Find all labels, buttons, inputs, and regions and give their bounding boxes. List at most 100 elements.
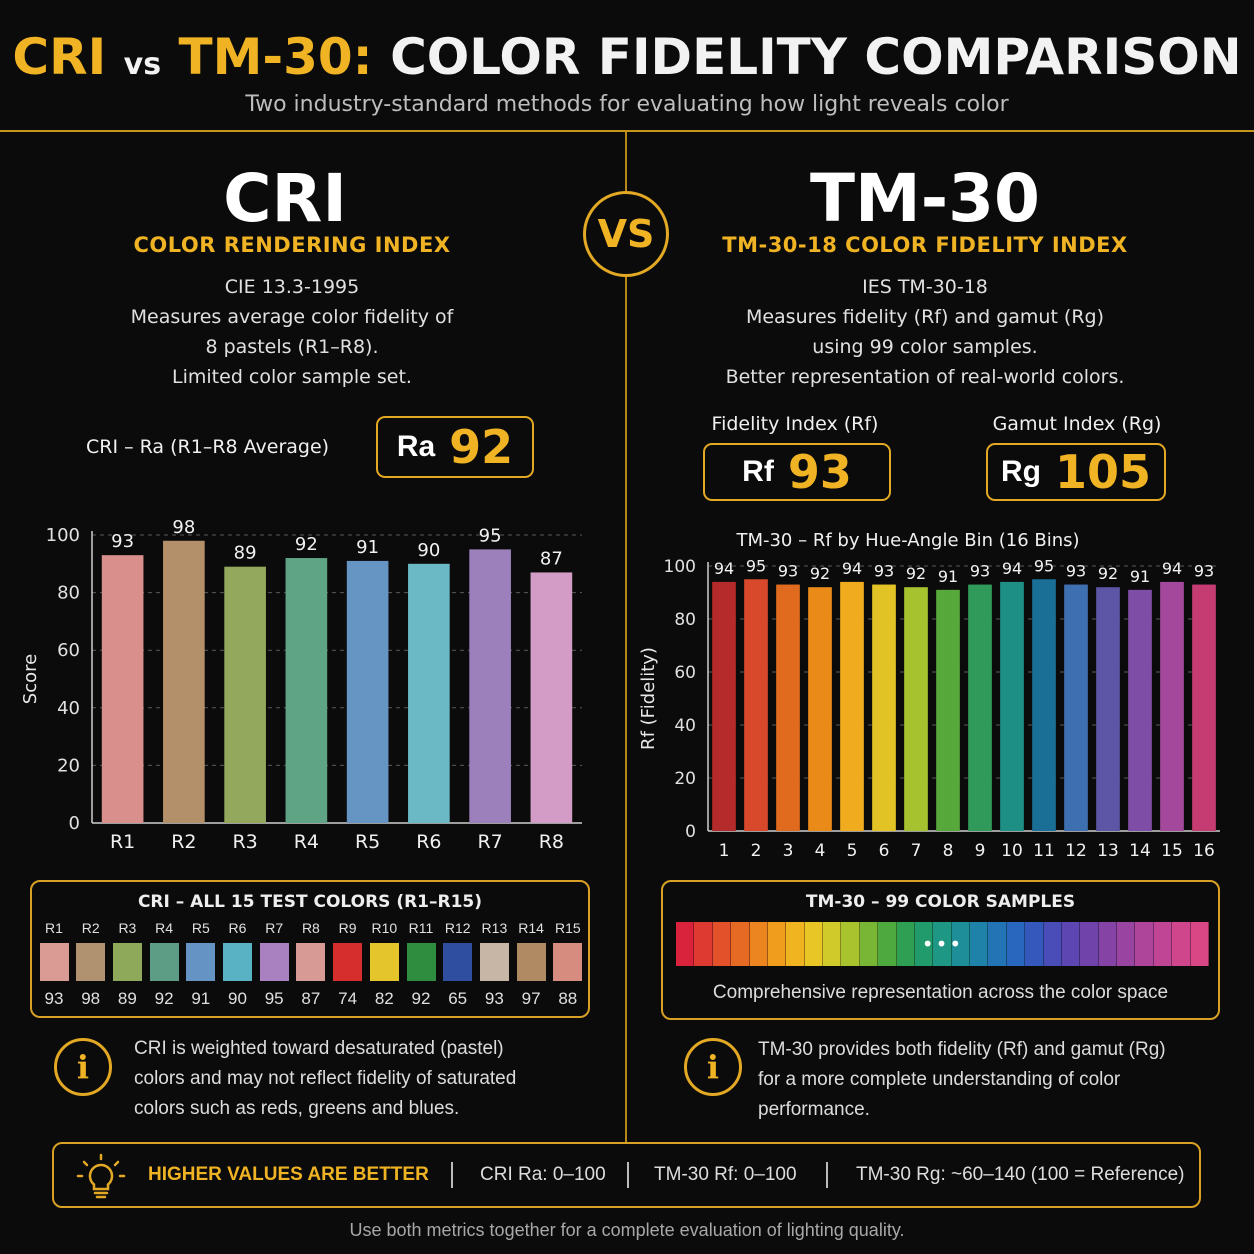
cri-bar-chart: 0 20 40 60 80 100 Score 93 R1 98 R2 89 R3 92 R4 91 R5 90 R… — [20, 517, 582, 853]
color-swatch — [296, 943, 326, 981]
spectrum-cell — [694, 922, 713, 966]
x-tick-label: 11 — [1033, 841, 1055, 861]
spectrum-cell — [933, 922, 952, 966]
swatch-item: R4 92 — [149, 920, 179, 1009]
data-label: 95 — [479, 525, 502, 546]
spectrum-cell — [1025, 922, 1044, 966]
footer-separator — [826, 1162, 828, 1188]
title-cri: CRI — [12, 28, 107, 86]
bottom-note: Use both metrics together for a complete… — [349, 1220, 905, 1240]
swatch-item: R15 88 — [553, 920, 583, 1009]
footer-highlight: HIGHER VALUES ARE BETTER — [148, 1164, 429, 1185]
spectrum-cell — [1006, 922, 1026, 966]
y-tick-label: 100 — [46, 525, 80, 546]
cri-info-text: CRI is weighted toward desaturated (past… — [134, 1034, 604, 1124]
chart-title: TM-30 – Rf by Hue-Angle Bin (16 Bins) — [735, 530, 1079, 551]
bar — [840, 581, 864, 831]
data-label: 95 — [1034, 556, 1054, 575]
cri-description: CIE 13.3-1995 Measures average color fid… — [80, 272, 504, 392]
bar — [776, 584, 800, 831]
spectrum-cell — [731, 922, 750, 966]
swatch-item: R6 90 — [223, 920, 253, 1009]
rg-prefix: Rg — [1000, 455, 1041, 488]
x-tick-label: 1 — [719, 841, 730, 861]
color-swatch — [76, 943, 106, 981]
y-tick-label: 60 — [57, 640, 80, 661]
tm30-samples-title: TM-30 – 99 COLOR SAMPLES — [805, 892, 1076, 912]
data-label: 95 — [746, 556, 766, 575]
data-label: 91 — [1130, 567, 1150, 586]
cri-info-line: CRI is weighted toward desaturated (past… — [134, 1038, 504, 1059]
tm30-info-line: performance. — [758, 1099, 870, 1120]
spectrum-cell — [823, 922, 842, 966]
ra-prefix: Ra — [396, 430, 436, 463]
swatch-code: R15 — [554, 920, 581, 936]
data-label: 93 — [1066, 562, 1086, 581]
bar — [346, 560, 389, 823]
y-tick-label: 20 — [674, 769, 696, 789]
swatch-code: R8 — [301, 920, 320, 936]
bar — [936, 589, 960, 831]
footer-rg-range: TM-30 Rg: ~60–140 (100 = Reference) — [856, 1164, 1185, 1185]
x-tick-label: 14 — [1129, 841, 1151, 861]
footer-separator — [627, 1162, 629, 1188]
swatch-code: R10 — [371, 920, 398, 936]
swatch-code: R5 — [191, 920, 210, 936]
bar — [1096, 587, 1120, 831]
tm30-desc-line: Measures fidelity (Rf) and gamut (Rg) — [745, 306, 1105, 328]
bar — [1160, 581, 1184, 831]
x-tick-label: 4 — [815, 841, 826, 861]
info-icon: i — [684, 1038, 742, 1096]
spectrum-cell — [767, 922, 787, 966]
strip-ellipsis: ••• — [921, 932, 964, 956]
swatch-value: 65 — [448, 989, 468, 1008]
x-tick-label: 9 — [975, 841, 986, 861]
vs-badge: VS — [583, 191, 669, 277]
x-tick-label: 2 — [751, 841, 762, 861]
y-tick-label: 60 — [674, 663, 696, 683]
spectrum-cell — [951, 922, 970, 966]
x-tick-label: R4 — [294, 831, 319, 853]
color-swatch — [553, 943, 583, 981]
swatch-item: R7 95 — [259, 920, 289, 1009]
spectrum-cell — [970, 922, 989, 966]
swatch-code: R14 — [518, 920, 544, 936]
cri-desc-line: Measures average color fidelity of — [130, 306, 454, 328]
data-label: 98 — [172, 517, 195, 538]
spectrum-cell — [786, 922, 805, 966]
swatch-value: 74 — [338, 989, 358, 1008]
swatch-code: R6 — [228, 920, 247, 936]
color-swatch — [406, 943, 436, 981]
color-swatch — [149, 943, 179, 981]
cri-desc-line: 8 pastels (R1–R8). — [205, 336, 379, 358]
spectrum-cell — [1061, 922, 1081, 966]
data-label: 91 — [356, 537, 379, 558]
bar — [968, 584, 992, 831]
bar — [1192, 584, 1216, 831]
footer-separator — [451, 1162, 453, 1188]
data-label: 87 — [540, 548, 563, 569]
bar — [1000, 581, 1024, 831]
swatch-item: R13 93 — [479, 920, 509, 1009]
swatch-value: 97 — [521, 989, 541, 1008]
cri-info-line: colors and may not reflect fidelity of s… — [134, 1068, 517, 1089]
data-label: 92 — [810, 564, 830, 583]
x-tick-label: 7 — [911, 841, 922, 861]
spectrum-cell — [676, 922, 695, 966]
x-tick-label: 12 — [1065, 841, 1087, 861]
swatch-code: R7 — [265, 920, 284, 936]
swatch-code: R9 — [338, 920, 357, 936]
spectrum-cell — [1080, 922, 1099, 966]
x-tick-label: 16 — [1193, 841, 1215, 861]
spectrum-cell — [878, 922, 897, 966]
tm30-description: IES TM-30-18 Measures fidelity (Rf) and … — [680, 272, 1170, 392]
footer-cri-range: CRI Ra: 0–100 — [480, 1164, 606, 1185]
spectrum-cell — [1153, 922, 1173, 966]
bar — [1064, 584, 1088, 831]
center-divider — [625, 132, 627, 1142]
footer-rf-range: TM-30 Rf: 0–100 — [654, 1164, 797, 1185]
footer-box: HIGHER VALUES ARE BETTER CRI Ra: 0–100 T… — [52, 1142, 1201, 1208]
spectrum-cell — [1043, 922, 1062, 966]
bar — [101, 555, 144, 823]
x-tick-label: R7 — [477, 831, 502, 853]
